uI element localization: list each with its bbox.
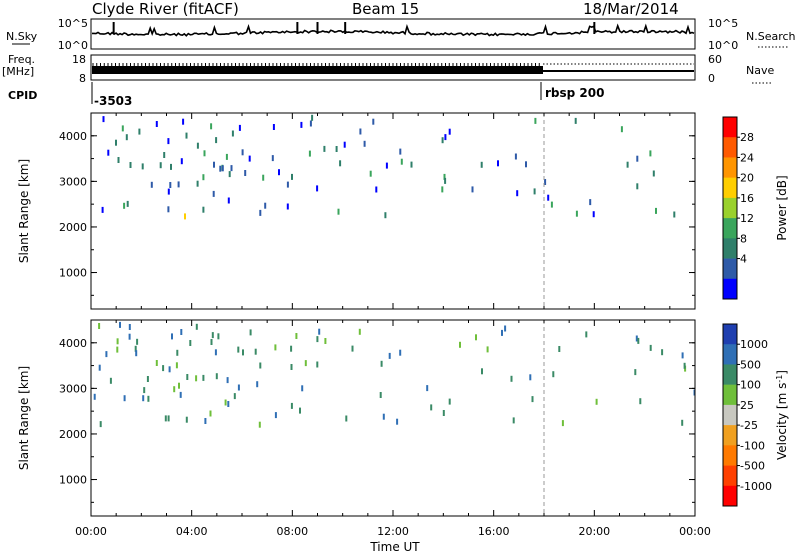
- nsearch-tick-bottom: 10^0: [708, 39, 738, 52]
- freq-unit: [MHz]: [2, 65, 34, 78]
- cpid-segment-label-1: -3503: [94, 94, 132, 108]
- cpid-segment-label-2: rbsp 200: [545, 86, 604, 100]
- freq-trace-band-a: [92, 66, 543, 74]
- freq-tick-bottom: 8: [79, 72, 86, 85]
- nsky-tick-bottom: 10^0: [58, 39, 88, 52]
- nsearch-tick-top: 10^5: [708, 17, 738, 30]
- nsearch-label: N.Search: [746, 30, 796, 43]
- power-cells: [102, 115, 676, 220]
- figure-title: Clyde River (fitACF): [92, 0, 239, 18]
- nsky-label: N.Sky: [6, 30, 38, 43]
- freq-tick-top: 18: [72, 53, 86, 66]
- nsky-tick-top: 10^5: [58, 17, 88, 30]
- nsky-trace: [92, 26, 694, 36]
- beam-label: Beam 15: [352, 0, 419, 18]
- cpid-label: CPID: [8, 89, 37, 102]
- nave-tick-top: 60: [708, 53, 722, 66]
- nave-tick-bottom: 0: [708, 72, 715, 85]
- nave-label: Nave: [746, 64, 774, 77]
- date-label: 18/Mar/2014: [583, 0, 679, 18]
